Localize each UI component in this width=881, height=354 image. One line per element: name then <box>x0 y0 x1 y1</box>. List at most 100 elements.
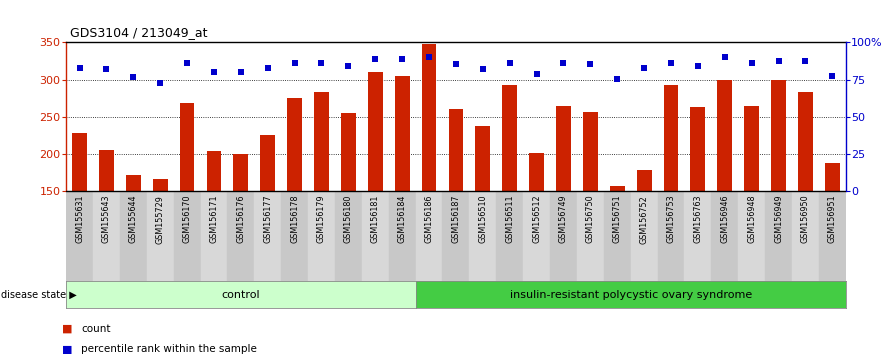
Point <box>503 60 517 65</box>
Text: GSM156177: GSM156177 <box>263 195 272 244</box>
Bar <box>416 191 442 281</box>
Point <box>233 69 248 75</box>
Bar <box>281 191 308 281</box>
Point <box>153 80 167 86</box>
Text: disease state ▶: disease state ▶ <box>1 290 77 300</box>
Text: GSM156510: GSM156510 <box>478 195 487 243</box>
Point <box>368 56 382 62</box>
Bar <box>529 153 544 191</box>
Text: GSM156178: GSM156178 <box>290 195 300 243</box>
Point <box>476 67 490 72</box>
Text: count: count <box>81 324 110 334</box>
Bar <box>422 44 436 191</box>
Point <box>691 63 705 68</box>
Bar <box>610 186 625 191</box>
Bar <box>308 191 335 281</box>
Point <box>529 71 544 76</box>
Text: GSM156950: GSM156950 <box>801 195 810 244</box>
Bar <box>260 135 275 191</box>
Text: GSM156176: GSM156176 <box>236 195 245 243</box>
Bar <box>66 191 93 281</box>
Text: GSM156949: GSM156949 <box>774 195 783 244</box>
Text: GSM156763: GSM156763 <box>693 195 702 243</box>
Bar <box>126 175 141 191</box>
Text: GSM156749: GSM156749 <box>559 195 568 244</box>
Point <box>798 58 812 64</box>
Bar <box>341 113 356 191</box>
Text: GSM155631: GSM155631 <box>75 195 84 243</box>
Bar <box>368 72 382 191</box>
Point <box>422 55 436 60</box>
Bar <box>717 80 732 191</box>
Bar <box>255 191 281 281</box>
Bar <box>174 191 201 281</box>
Text: GSM156753: GSM156753 <box>667 195 676 244</box>
Text: GSM156184: GSM156184 <box>397 195 407 243</box>
Text: GSM156946: GSM156946 <box>721 195 729 243</box>
Bar <box>120 191 147 281</box>
Point <box>637 66 651 72</box>
Text: GSM156180: GSM156180 <box>344 195 353 243</box>
Point <box>744 61 759 66</box>
Bar <box>798 92 813 191</box>
Bar <box>395 76 410 191</box>
Text: GSM155643: GSM155643 <box>102 195 111 243</box>
Text: GDS3104 / 213049_at: GDS3104 / 213049_at <box>70 26 208 39</box>
Text: ■: ■ <box>62 344 72 354</box>
Text: GSM155644: GSM155644 <box>129 195 137 243</box>
Bar <box>691 107 706 191</box>
Bar <box>147 191 174 281</box>
Bar <box>442 191 470 281</box>
Point <box>287 60 301 65</box>
Text: GSM156179: GSM156179 <box>317 195 326 244</box>
Point <box>341 63 355 68</box>
Bar <box>72 133 87 191</box>
Point <box>448 61 463 67</box>
Text: GSM156187: GSM156187 <box>451 195 461 243</box>
Point <box>100 67 114 72</box>
Bar <box>227 191 255 281</box>
Text: GSM156511: GSM156511 <box>505 195 515 243</box>
Bar <box>502 85 517 191</box>
Point <box>180 60 194 65</box>
Text: GSM156752: GSM156752 <box>640 195 648 244</box>
Point <box>207 69 221 75</box>
Point <box>772 58 786 64</box>
Point <box>395 56 409 62</box>
Bar <box>744 107 759 191</box>
Bar <box>201 191 227 281</box>
Text: GSM156181: GSM156181 <box>371 195 380 243</box>
Bar <box>771 80 786 191</box>
Bar <box>287 98 302 191</box>
Text: insulin-resistant polycystic ovary syndrome: insulin-resistant polycystic ovary syndr… <box>509 290 751 300</box>
Text: GSM155729: GSM155729 <box>156 195 165 244</box>
Bar <box>550 191 577 281</box>
Bar <box>389 191 416 281</box>
Bar <box>637 170 652 191</box>
Bar <box>99 150 114 191</box>
Bar <box>765 191 792 281</box>
Text: GSM156951: GSM156951 <box>828 195 837 244</box>
Point <box>126 75 140 80</box>
Text: ■: ■ <box>62 324 72 334</box>
Text: percentile rank within the sample: percentile rank within the sample <box>81 344 257 354</box>
Text: GSM156948: GSM156948 <box>747 195 756 243</box>
Bar <box>685 191 711 281</box>
Bar <box>315 92 329 191</box>
Bar <box>233 154 248 191</box>
Point <box>583 61 597 67</box>
Text: GSM156170: GSM156170 <box>182 195 191 243</box>
Point <box>72 66 86 72</box>
Bar <box>603 191 631 281</box>
Text: GSM156751: GSM156751 <box>612 195 622 244</box>
Bar <box>206 151 221 191</box>
Text: control: control <box>221 290 260 300</box>
Bar <box>657 191 685 281</box>
Bar <box>792 191 818 281</box>
Bar <box>583 112 597 191</box>
Point <box>825 73 840 79</box>
Bar <box>523 191 550 281</box>
Bar <box>631 191 657 281</box>
Bar <box>180 103 195 191</box>
Bar <box>663 85 678 191</box>
